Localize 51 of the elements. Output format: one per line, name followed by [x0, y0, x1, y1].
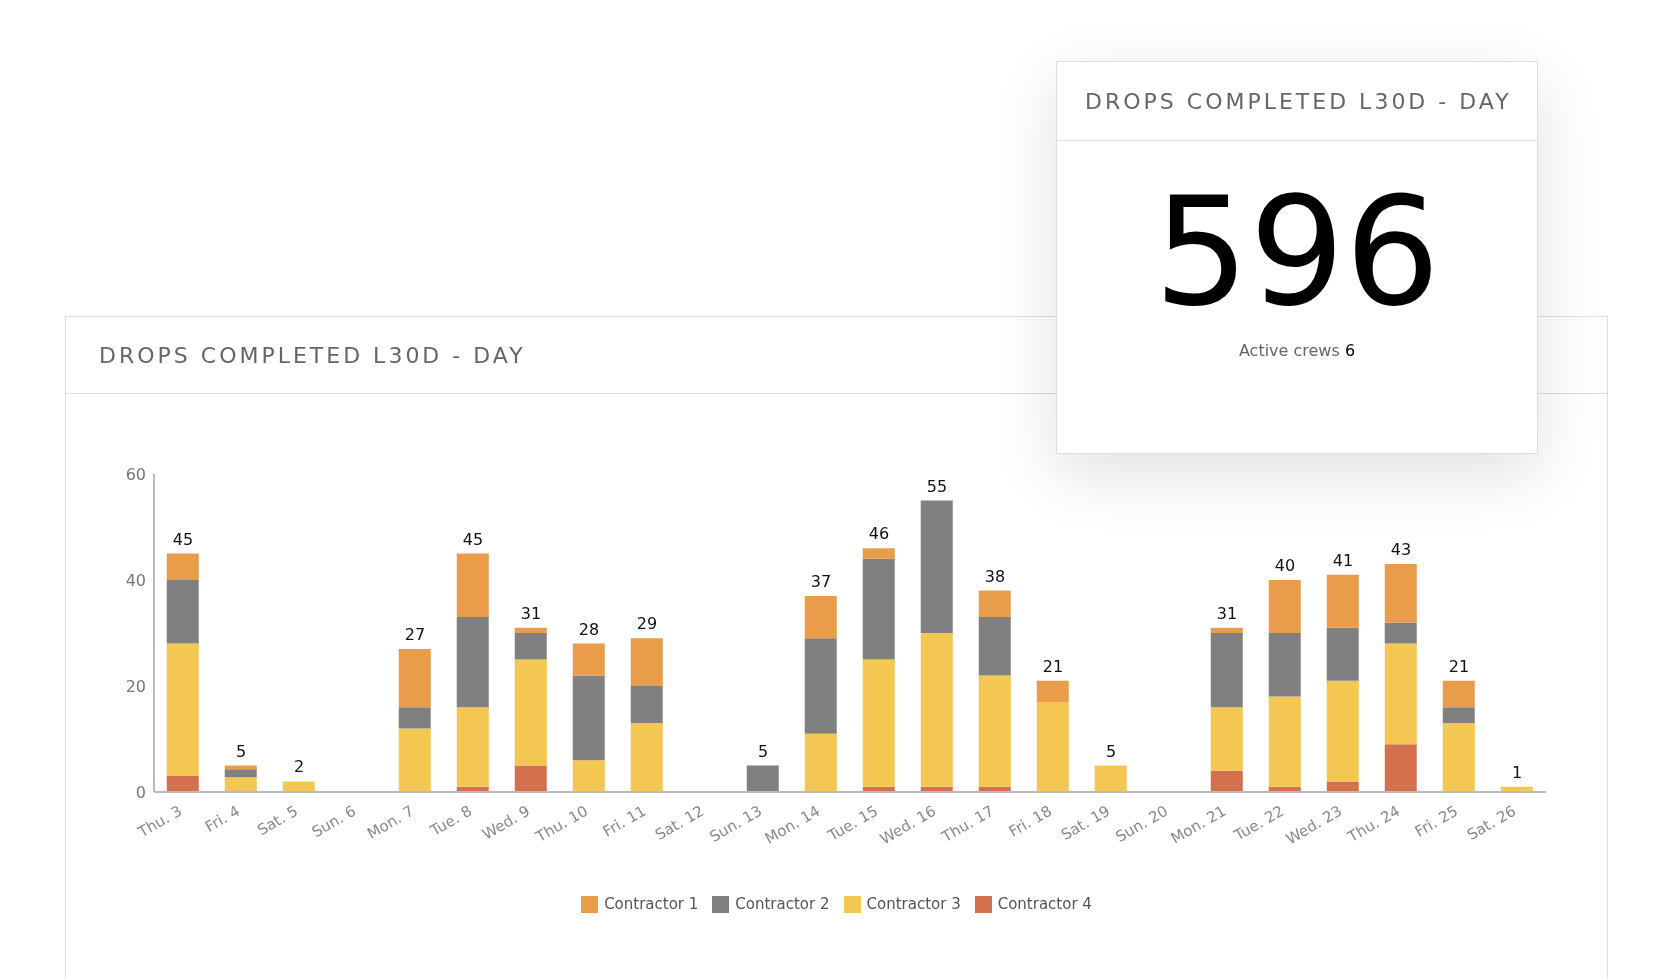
- total-label: 40: [1274, 556, 1296, 575]
- total-label: 21: [1448, 656, 1470, 676]
- total-label: 27: [404, 624, 426, 644]
- total-label: 1: [1511, 762, 1523, 782]
- x-tick-label: Sat. 5: [254, 801, 301, 840]
- x-tick-label: Thu. 3: [134, 801, 185, 842]
- x-tick-label: Fri. 18: [1005, 801, 1055, 841]
- legend-label: Contractor 1: [603, 895, 699, 913]
- y-tick-label: 40: [125, 570, 146, 590]
- x-tick-label: Sat. 19: [1057, 801, 1113, 845]
- y-tick-label: 20: [125, 676, 146, 696]
- chart-title: DROPS COMPLETED L30D - DAY: [99, 342, 526, 368]
- y-tick-label: 60: [125, 464, 146, 484]
- x-tick-label: Sun. 6: [308, 801, 359, 842]
- total-label: 41: [1332, 550, 1354, 570]
- total-label: 2: [293, 757, 305, 777]
- total-label: 29: [636, 614, 658, 634]
- x-tick-label: Thu. 10: [531, 801, 591, 847]
- x-tick-label: Fri. 11: [599, 801, 649, 841]
- x-tick-label: Wed. 9: [479, 801, 533, 844]
- x-tick-label: Fri. 4: [202, 801, 243, 836]
- total-label: 21: [1042, 656, 1064, 676]
- text: Active crews: [1238, 341, 1340, 360]
- total-label: 5: [757, 741, 769, 761]
- x-tick-label: Mon. 7: [364, 801, 417, 843]
- total-label: 31: [520, 603, 542, 623]
- x-tick-label: Thu. 17: [937, 801, 997, 847]
- total-label: 5: [235, 741, 247, 761]
- x-tick-label: Tue. 8: [426, 801, 475, 841]
- total-label: 5: [1105, 741, 1117, 761]
- text: DROPS COMPLETED L30D - DAY: [1057, 62, 1537, 141]
- total-label: 37: [810, 571, 832, 591]
- total-label: 31: [1216, 603, 1238, 623]
- x-tick-label: Wed. 16: [876, 801, 939, 849]
- total-label: 45: [172, 529, 194, 549]
- total-label: 28: [578, 619, 600, 639]
- total-label: 38: [984, 566, 1006, 586]
- x-tick-label: Thu. 24: [1343, 801, 1403, 847]
- legend-label: Contractor 4: [996, 895, 1092, 913]
- legend-label: Contractor 2: [734, 895, 830, 913]
- total-label: 45: [462, 529, 484, 549]
- total-label: 43: [1390, 540, 1412, 560]
- total-label: 55: [926, 476, 948, 496]
- x-tick-label: Sat. 26: [1463, 801, 1519, 845]
- text: 6: [1344, 341, 1356, 360]
- x-tick-label: Sat. 12: [651, 801, 707, 845]
- x-tick-label: Fri. 25: [1411, 801, 1461, 841]
- total-label: 46: [868, 524, 890, 544]
- y-tick-label: 0: [135, 782, 146, 802]
- text: 596: [1152, 165, 1442, 339]
- legend-label: Contractor 3: [865, 895, 961, 913]
